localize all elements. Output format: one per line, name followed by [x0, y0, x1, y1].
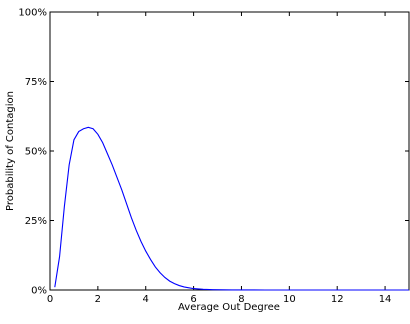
y-tick-label: 50%: [25, 147, 47, 158]
y-tick-label: 75%: [25, 77, 47, 88]
x-tick-label: 14: [379, 294, 392, 305]
x-tick-label: 10: [283, 294, 296, 305]
x-tick-label: 2: [95, 294, 101, 305]
x-tick-label: 6: [190, 294, 196, 305]
y-tick-label: 25%: [25, 216, 47, 227]
y-tick-label: 0%: [31, 286, 47, 297]
y-axis: 0% 25% 50% 75% 100%: [18, 8, 409, 297]
x-tick-label: 0: [47, 294, 53, 305]
x-tick-label: 4: [143, 294, 149, 305]
x-tick-label: 12: [331, 294, 344, 305]
y-axis-label: Probability of Contagion: [5, 91, 16, 211]
y-tick-label: 100%: [18, 8, 47, 19]
x-tick-label: 8: [238, 294, 244, 305]
x-axis-label: Average Out Degree: [178, 302, 280, 313]
x-axis: 0 2 4 6 8 10 12 14: [47, 12, 392, 305]
series-line: [54, 126, 409, 291]
plot-area: [49, 11, 410, 291]
